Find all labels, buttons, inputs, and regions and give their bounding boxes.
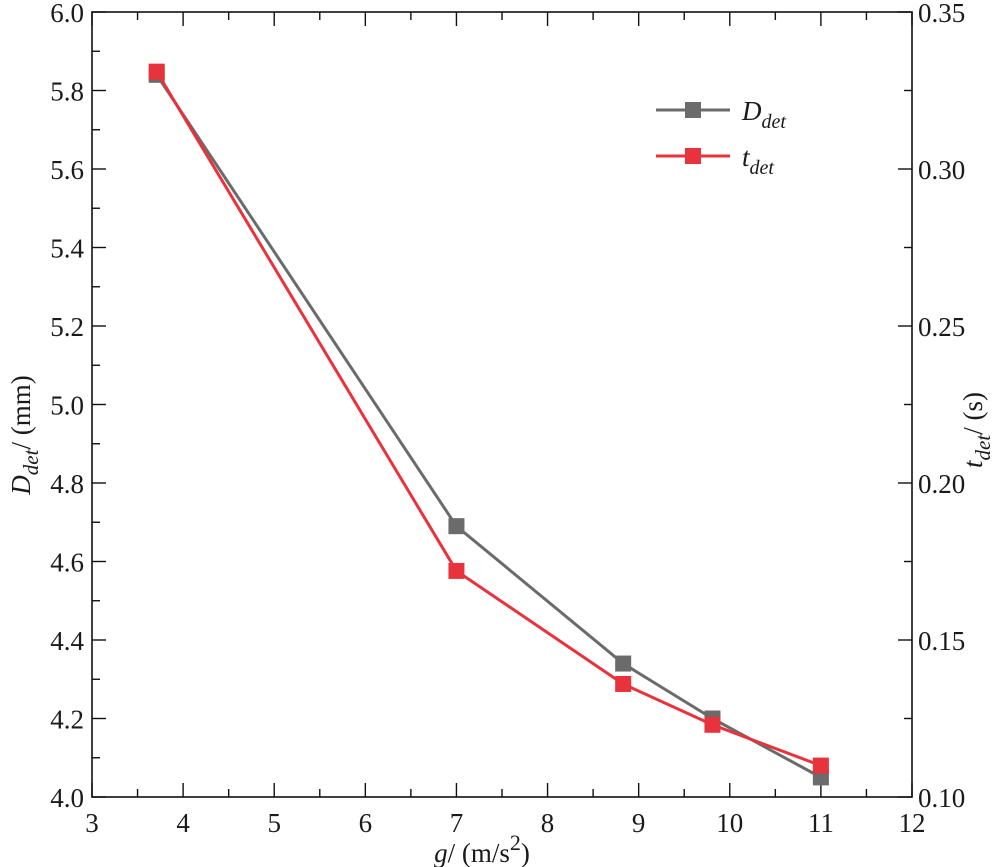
y-left-tick-label: 4.0 (50, 783, 84, 813)
x-axis-unit: / (m/s (448, 838, 510, 867)
legend-label-t-det: tdet (742, 142, 774, 179)
legend-sub-d: det (762, 111, 787, 133)
y-left-unit: / (mm) (6, 375, 36, 449)
series-line-t-det (155, 70, 822, 768)
y-left-sub: det (19, 448, 43, 475)
x-axis-title: g/ (m/s2) (434, 830, 530, 867)
series-d-det (148, 66, 829, 786)
legend-item-t-det: tdet (656, 142, 774, 179)
y-left-tick-label: 5.6 (50, 155, 84, 185)
legend-var-t: t (742, 142, 751, 172)
y-right-axis-title: tdet/ (s) (958, 392, 995, 468)
x-tick-label: 9 (632, 808, 646, 838)
series-t-det (148, 63, 829, 774)
legend-marker-t-det (685, 148, 701, 164)
data-point-t-det (812, 757, 829, 774)
legend-sub-t: det (750, 157, 775, 179)
x-tick-label: 10 (716, 808, 743, 838)
y-left-tick-label: 4.2 (50, 705, 84, 735)
x-tick-label: 8 (541, 808, 555, 838)
axis-ticks (91, 11, 913, 798)
y-left-axis-title: Ddet/ (mm) (6, 375, 43, 495)
y-right-sub: det (971, 434, 995, 461)
series-layer (148, 63, 829, 786)
x-axis-close: ) (521, 838, 530, 867)
y-right-tick-label: 0.20 (918, 469, 965, 499)
y-right-var: t (958, 459, 988, 468)
x-tick-labels: 3 4 5 6 7 8 9 10 11 12 (85, 808, 925, 838)
x-axis-var: g (434, 838, 448, 867)
y-left-var: D (6, 475, 36, 496)
y-left-tick-label: 5.0 (50, 391, 84, 421)
legend-var-d: D (741, 96, 762, 126)
x-tick-label: 3 (85, 808, 99, 838)
y-left-tick-labels: 4.0 4.2 4.4 4.6 4.8 5.0 5.2 5.4 5.6 5.8 6.0 (50, 0, 84, 813)
data-point-t-det (615, 675, 632, 692)
y-left-tick-label: 6.0 (50, 0, 84, 28)
series-line-d-det (155, 73, 822, 779)
y-right-unit: / (s) (958, 392, 988, 435)
legend: Ddet tdet (656, 96, 786, 179)
plot-frame (91, 11, 913, 798)
y-right-tick-label: 0.30 (918, 155, 965, 185)
y-right-tick-labels: 0.10 0.15 0.20 0.25 0.30 0.35 (918, 0, 965, 813)
data-point-t-det (148, 63, 165, 80)
data-point-t-det (704, 716, 721, 733)
y-right-tick-label: 0.15 (918, 626, 965, 656)
y-right-tick-label: 0.10 (918, 783, 965, 813)
x-tick-label: 7 (450, 808, 464, 838)
x-tick-label: 4 (176, 808, 190, 838)
y-left-tick-label: 5.8 (50, 77, 84, 107)
y-left-tick-label: 4.6 (50, 548, 84, 578)
x-tick-label: 5 (267, 808, 281, 838)
y-left-tick-label: 5.2 (50, 312, 84, 342)
data-point-d-det (615, 655, 632, 672)
y-right-tick-label: 0.25 (918, 312, 965, 342)
legend-marker-d-det (685, 102, 701, 118)
x-tick-label: 6 (359, 808, 373, 838)
y-right-tick-label: 0.35 (918, 0, 965, 28)
legend-label-d-det: Ddet (741, 96, 786, 133)
data-point-d-det (448, 518, 465, 535)
data-point-t-det (448, 562, 465, 579)
y-left-tick-label: 5.4 (50, 234, 84, 264)
y-left-tick-label: 4.8 (50, 469, 84, 499)
x-tick-label: 11 (808, 808, 834, 838)
x-tick-label: 12 (899, 808, 926, 838)
x-axis-sup: 2 (510, 830, 521, 855)
y-left-tick-label: 4.4 (50, 626, 84, 656)
legend-item-d-det: Ddet (656, 96, 786, 133)
